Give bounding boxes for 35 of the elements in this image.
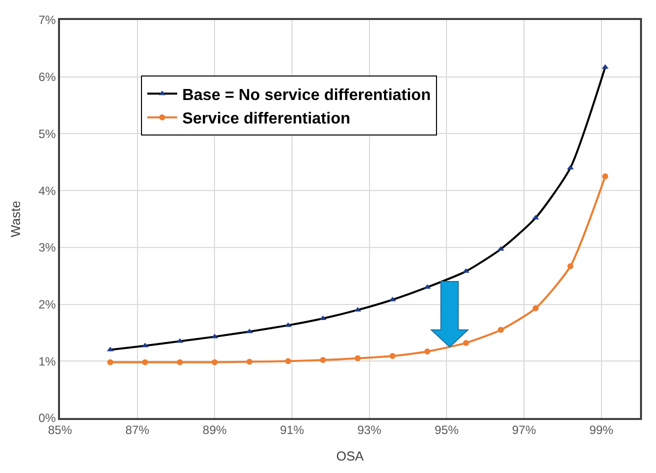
x-tick-label: 89% xyxy=(202,423,227,438)
x-tick-label: 95% xyxy=(434,423,459,438)
x-tick-label: 85% xyxy=(48,423,72,438)
y-tick-label: 3% xyxy=(38,240,56,255)
legend-label: Service differentiation xyxy=(182,110,350,128)
point xyxy=(176,359,183,366)
x-tick-label: 87% xyxy=(125,423,150,438)
point xyxy=(212,359,218,366)
point xyxy=(142,359,148,366)
x-tick-label: 91% xyxy=(280,423,304,438)
point xyxy=(567,263,574,270)
point xyxy=(246,358,252,365)
legend-label: Base = No service differentiation xyxy=(182,86,431,104)
y-tick-label: 6% xyxy=(38,70,56,84)
y-tick-label: 0% xyxy=(38,411,56,426)
point xyxy=(498,326,504,333)
point xyxy=(532,305,539,312)
point xyxy=(463,340,469,346)
y-tick-label: 5% xyxy=(38,126,56,141)
x-tick-label: 93% xyxy=(357,423,382,438)
x-axis-title: OSA xyxy=(336,448,364,464)
y-tick-label: 1% xyxy=(38,354,56,368)
point xyxy=(424,348,430,354)
point xyxy=(107,359,114,366)
y-axis-title: Waste xyxy=(8,200,23,238)
point xyxy=(285,358,292,364)
y-tick-label: 2% xyxy=(38,297,56,312)
y-tick-label: 7% xyxy=(38,13,56,28)
point xyxy=(602,173,608,180)
point xyxy=(390,353,396,360)
point xyxy=(320,357,326,364)
y-tick-label: 4% xyxy=(38,184,56,198)
point xyxy=(354,355,361,362)
x-tick-label: 99% xyxy=(589,423,614,438)
x-tick-label: 97% xyxy=(512,423,536,438)
